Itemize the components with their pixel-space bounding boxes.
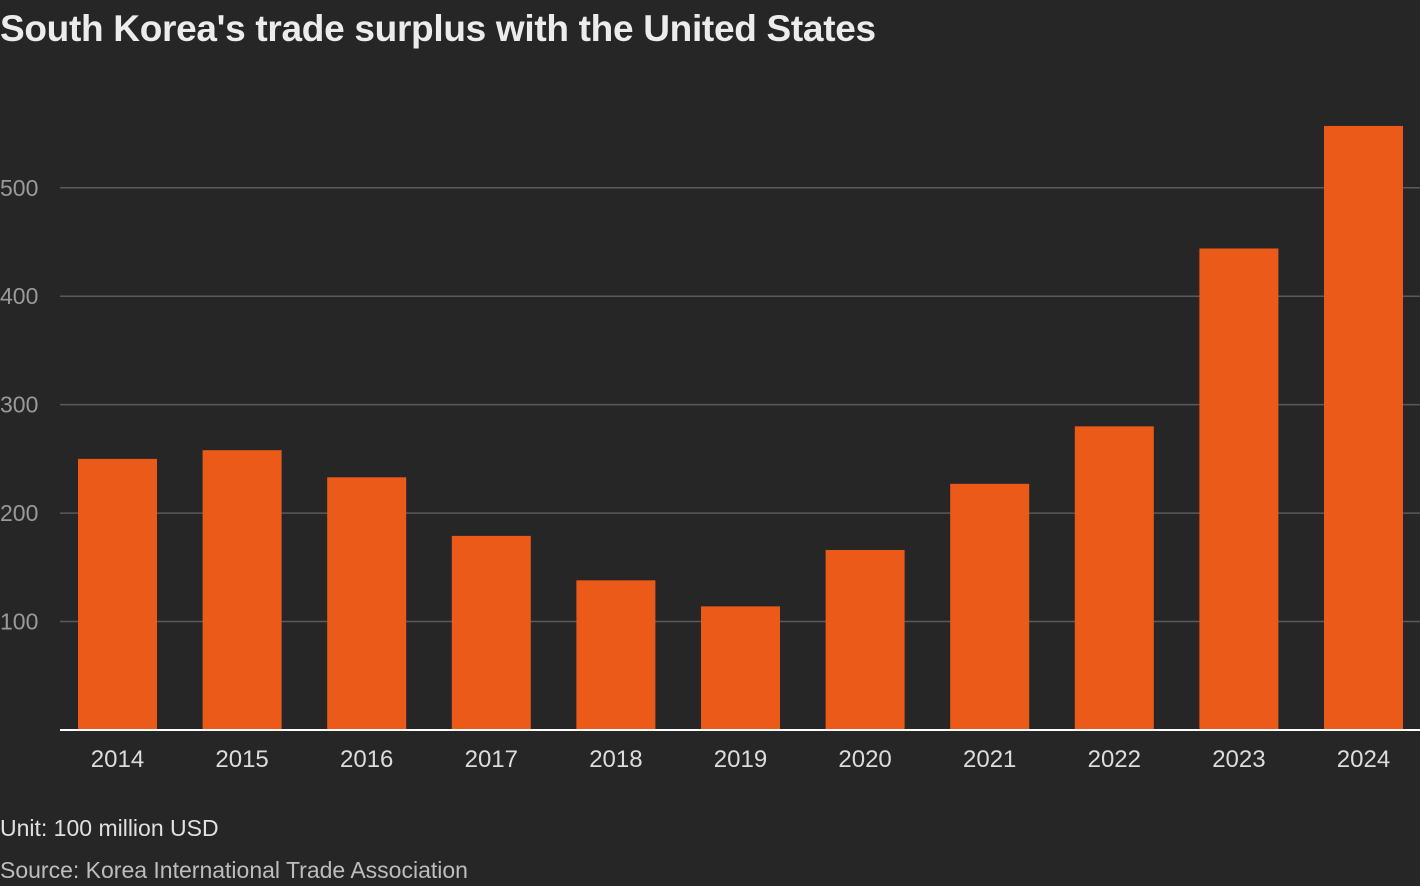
bar-2015 xyxy=(202,450,282,730)
y-tick-label: 100 xyxy=(0,609,38,635)
bar-2017 xyxy=(451,535,531,730)
unit-note: Unit: 100 million USD xyxy=(0,815,219,841)
x-tick-label: 2016 xyxy=(340,746,393,773)
y-tick-label: 300 xyxy=(0,392,38,418)
bar-2024 xyxy=(1324,125,1403,731)
gridlines: 100 200 300 400 500 xyxy=(0,175,1420,635)
x-tick-label: 2020 xyxy=(838,746,891,773)
bar-2022 xyxy=(1074,426,1154,730)
bar-2021 xyxy=(950,483,1030,730)
bar-2019 xyxy=(701,606,780,730)
x-tick-label: 2023 xyxy=(1212,746,1265,773)
y-tick-label: 200 xyxy=(0,500,38,526)
bar-2016 xyxy=(327,477,407,730)
x-tick-label: 2019 xyxy=(714,746,767,773)
x-axis: 2014 2015 2016 2017 2018 2019 2020 2021 2022 2023… xyxy=(60,729,1420,773)
x-tick-label: 2024 xyxy=(1337,746,1390,773)
bar-2023 xyxy=(1199,248,1279,730)
y-tick-label: 400 xyxy=(0,283,38,309)
x-tick-label: 2015 xyxy=(215,746,268,773)
x-tick-label: 2022 xyxy=(1088,746,1141,773)
bar-2014 xyxy=(78,458,157,730)
y-tick-label: 500 xyxy=(0,175,38,201)
x-tick-label: 2021 xyxy=(963,746,1016,773)
source-note: Source: Korea International Trade Associ… xyxy=(0,857,468,883)
bar-2018 xyxy=(576,580,656,730)
x-tick-label: 2017 xyxy=(465,746,518,773)
bars xyxy=(78,125,1403,731)
x-tick-label: 2018 xyxy=(589,746,642,773)
x-tick-label: 2014 xyxy=(91,746,144,773)
bar-2020 xyxy=(825,549,905,730)
chart-title: South Korea's trade surplus with the Uni… xyxy=(0,8,876,49)
